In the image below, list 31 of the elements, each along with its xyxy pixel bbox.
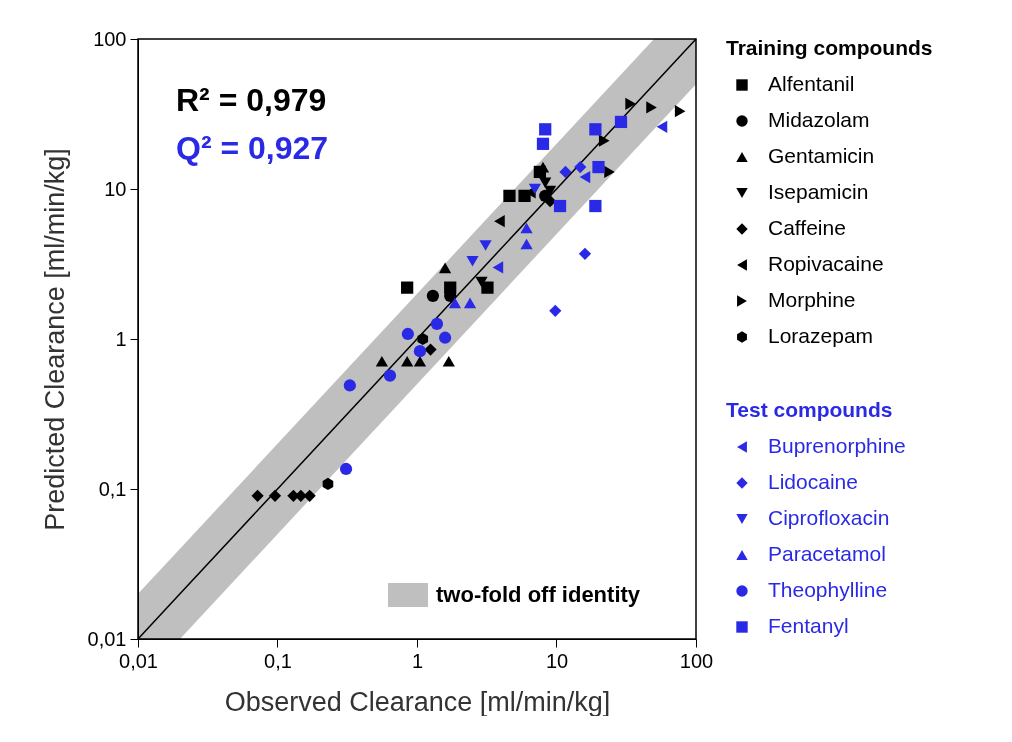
x-tick-label: 10 <box>545 649 569 672</box>
x-axis-title: Observed Clearance [ml/min/kg] <box>224 686 611 717</box>
legend-label: Morphine <box>768 288 856 311</box>
y-tick-label: 100 <box>93 27 127 50</box>
y-tick-label: 10 <box>104 177 127 200</box>
x-tick-label: 0,1 <box>264 649 292 672</box>
legend-label: Paracetamol <box>768 542 886 565</box>
y-axis-title: Predicted Clearance [ml/min/kg] <box>39 148 70 531</box>
x-tick-label: 1 <box>411 649 424 672</box>
y-tick-label: 0,01 <box>87 627 127 650</box>
legend-label: Ropivacaine <box>768 252 884 275</box>
legend-label: Caffeine <box>768 216 846 239</box>
legend-label: Midazolam <box>768 108 870 131</box>
legend-label: Lorazepam <box>768 324 874 347</box>
x-tick-label: 0,01 <box>119 649 158 672</box>
legend-label: Fentanyl <box>768 614 849 637</box>
legend-label: Isepamicin <box>768 180 869 203</box>
legend-label: two-fold off identity <box>436 582 641 607</box>
text: Test compounds <box>726 398 893 421</box>
y-tick-label: 1 <box>115 327 127 350</box>
legend-label: Gentamicin <box>768 144 875 167</box>
legend-label: Alfentanil <box>768 72 855 95</box>
text: Training compounds <box>726 36 933 59</box>
legend-label: Lidocaine <box>768 470 858 493</box>
x-tick-label: 100 <box>679 649 714 672</box>
annotation: Q² = 0,927 <box>176 130 329 166</box>
annotation: R² = 0,979 <box>176 82 327 118</box>
legend-label: Ciprofloxacin <box>768 506 890 529</box>
legend-label: Theophylline <box>768 578 888 601</box>
legend-label: Buprenorphine <box>768 434 906 457</box>
y-tick-label: 0,1 <box>98 477 127 500</box>
